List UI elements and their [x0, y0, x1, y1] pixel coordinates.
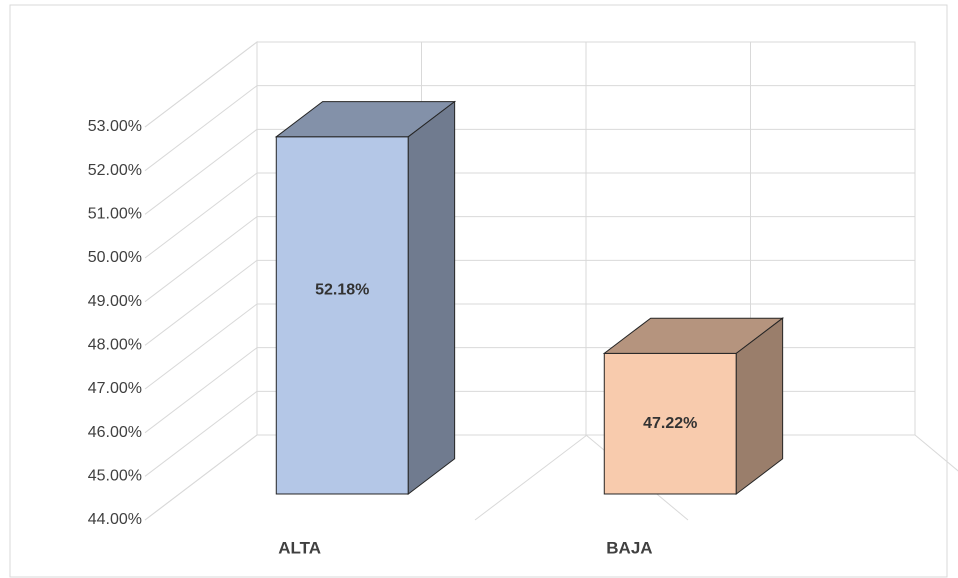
y-tick-label: 48.00%: [88, 337, 142, 354]
grid-line: [144, 303, 258, 390]
y-tick-label: 53.00%: [88, 118, 142, 135]
bar-side: [735, 317, 784, 495]
y-tick-label: 49.00%: [88, 293, 142, 310]
x-tick-label: ALTA: [278, 538, 321, 557]
floor-line: [914, 434, 958, 472]
bar-front: [603, 352, 737, 495]
grid-line: [144, 434, 258, 521]
y-tick-label: 52.00%: [88, 162, 142, 179]
grid-line: [144, 128, 258, 215]
y-tick-label: 51.00%: [88, 206, 142, 223]
value-label: 47.22%: [643, 415, 697, 432]
grid-line: [144, 85, 258, 172]
value-label: 52.18%: [315, 282, 369, 299]
y-tick-label: 45.00%: [88, 468, 142, 485]
grid-line: [144, 172, 258, 259]
bar-front: [275, 136, 409, 495]
grid-line: [144, 347, 258, 434]
grid-line: [144, 390, 258, 477]
grid-line: [144, 216, 258, 303]
y-tick-label: 46.00%: [88, 424, 142, 441]
chart-frame: [9, 4, 948, 578]
grid-line: [144, 41, 258, 128]
y-tick-label: 47.00%: [88, 380, 142, 397]
floor-line: [474, 434, 588, 521]
x-tick-label: BAJA: [606, 538, 652, 557]
y-tick-label: 50.00%: [88, 249, 142, 266]
bar-side: [407, 100, 456, 495]
grid-line: [144, 259, 258, 346]
y-tick-label: 44.00%: [88, 511, 142, 528]
